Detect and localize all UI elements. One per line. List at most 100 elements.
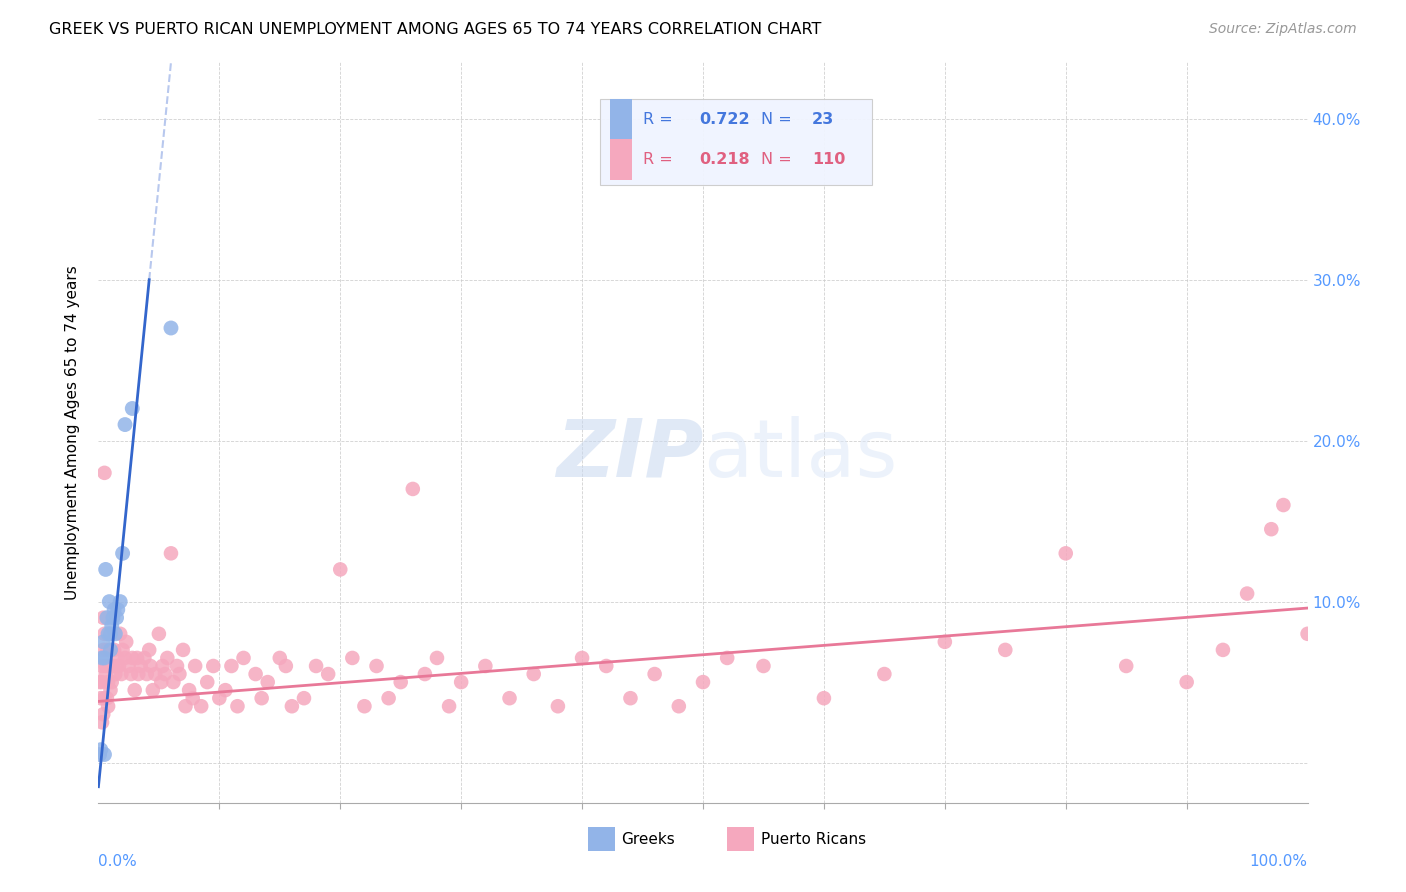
Point xyxy=(129,659,152,673)
Point xyxy=(377,691,399,706)
Bar xyxy=(610,139,631,179)
Point xyxy=(498,691,520,706)
Text: R =: R = xyxy=(643,153,672,167)
Point xyxy=(100,643,122,657)
Point xyxy=(523,667,546,681)
Point xyxy=(450,675,472,690)
Point xyxy=(96,643,118,657)
Text: 0.218: 0.218 xyxy=(699,153,749,167)
Point xyxy=(93,747,115,762)
Point xyxy=(93,627,115,641)
Point xyxy=(148,627,170,641)
Point xyxy=(91,707,114,722)
Point xyxy=(166,659,188,673)
Point xyxy=(91,715,114,730)
Point xyxy=(179,683,201,698)
Point xyxy=(105,659,128,673)
Point xyxy=(142,683,165,698)
Point xyxy=(93,651,115,665)
Point xyxy=(97,699,120,714)
Point xyxy=(108,659,131,673)
Point xyxy=(90,691,112,706)
Text: ZIP: ZIP xyxy=(555,416,703,494)
Point xyxy=(232,651,254,665)
Point xyxy=(366,659,388,673)
Point xyxy=(1212,643,1234,657)
Point xyxy=(156,651,179,665)
Point xyxy=(208,691,231,706)
Point xyxy=(138,643,160,657)
Point xyxy=(169,667,191,681)
Point xyxy=(316,667,339,681)
Point xyxy=(143,667,166,681)
Point xyxy=(93,691,115,706)
Text: 23: 23 xyxy=(811,112,834,127)
Point xyxy=(107,651,129,665)
Point xyxy=(184,659,207,673)
Point xyxy=(100,619,122,633)
Point xyxy=(342,651,364,665)
Point xyxy=(474,659,496,673)
Point xyxy=(245,667,267,681)
Point xyxy=(353,699,375,714)
Point xyxy=(172,643,194,657)
Point xyxy=(1236,586,1258,600)
Point xyxy=(1260,522,1282,536)
Text: R =: R = xyxy=(643,112,672,127)
Point xyxy=(91,651,114,665)
Point xyxy=(97,627,120,641)
Point xyxy=(256,675,278,690)
Point xyxy=(90,742,112,756)
Point xyxy=(98,594,121,608)
Point xyxy=(692,675,714,690)
Point xyxy=(274,659,297,673)
Bar xyxy=(610,99,631,139)
Text: N =: N = xyxy=(761,153,792,167)
Point xyxy=(250,691,273,706)
Point xyxy=(1054,546,1077,560)
Point xyxy=(94,667,117,681)
Text: N =: N = xyxy=(761,112,792,127)
Point xyxy=(120,667,142,681)
Point xyxy=(118,659,141,673)
Point xyxy=(121,401,143,416)
Point xyxy=(292,691,315,706)
Text: 0.722: 0.722 xyxy=(699,112,749,127)
FancyBboxPatch shape xyxy=(600,99,872,185)
Text: Greeks: Greeks xyxy=(621,832,675,847)
Point xyxy=(305,659,328,673)
Point xyxy=(752,659,775,673)
Point xyxy=(103,602,125,616)
Bar xyxy=(588,827,614,851)
Point xyxy=(716,651,738,665)
Point xyxy=(100,627,122,641)
Point xyxy=(114,651,136,665)
Point xyxy=(619,691,641,706)
Point xyxy=(100,675,122,690)
Point xyxy=(139,659,162,673)
Point xyxy=(153,667,176,681)
Point xyxy=(413,667,436,681)
Point xyxy=(195,675,218,690)
Point xyxy=(150,675,173,690)
Point xyxy=(162,675,184,690)
Point xyxy=(89,747,111,762)
Point xyxy=(1175,675,1198,690)
Point xyxy=(91,635,114,649)
Point xyxy=(329,562,352,576)
Point xyxy=(91,675,114,690)
Text: 110: 110 xyxy=(811,153,845,167)
Point xyxy=(1296,627,1319,641)
Point xyxy=(181,691,204,706)
Point xyxy=(402,482,425,496)
Text: Source: ZipAtlas.com: Source: ZipAtlas.com xyxy=(1209,22,1357,37)
Point xyxy=(281,699,304,714)
Point xyxy=(93,466,115,480)
Text: 100.0%: 100.0% xyxy=(1250,855,1308,870)
Point xyxy=(571,651,593,665)
Point xyxy=(214,683,236,698)
Point xyxy=(104,667,127,681)
Point xyxy=(269,651,291,665)
Point xyxy=(108,627,131,641)
Point xyxy=(994,643,1017,657)
